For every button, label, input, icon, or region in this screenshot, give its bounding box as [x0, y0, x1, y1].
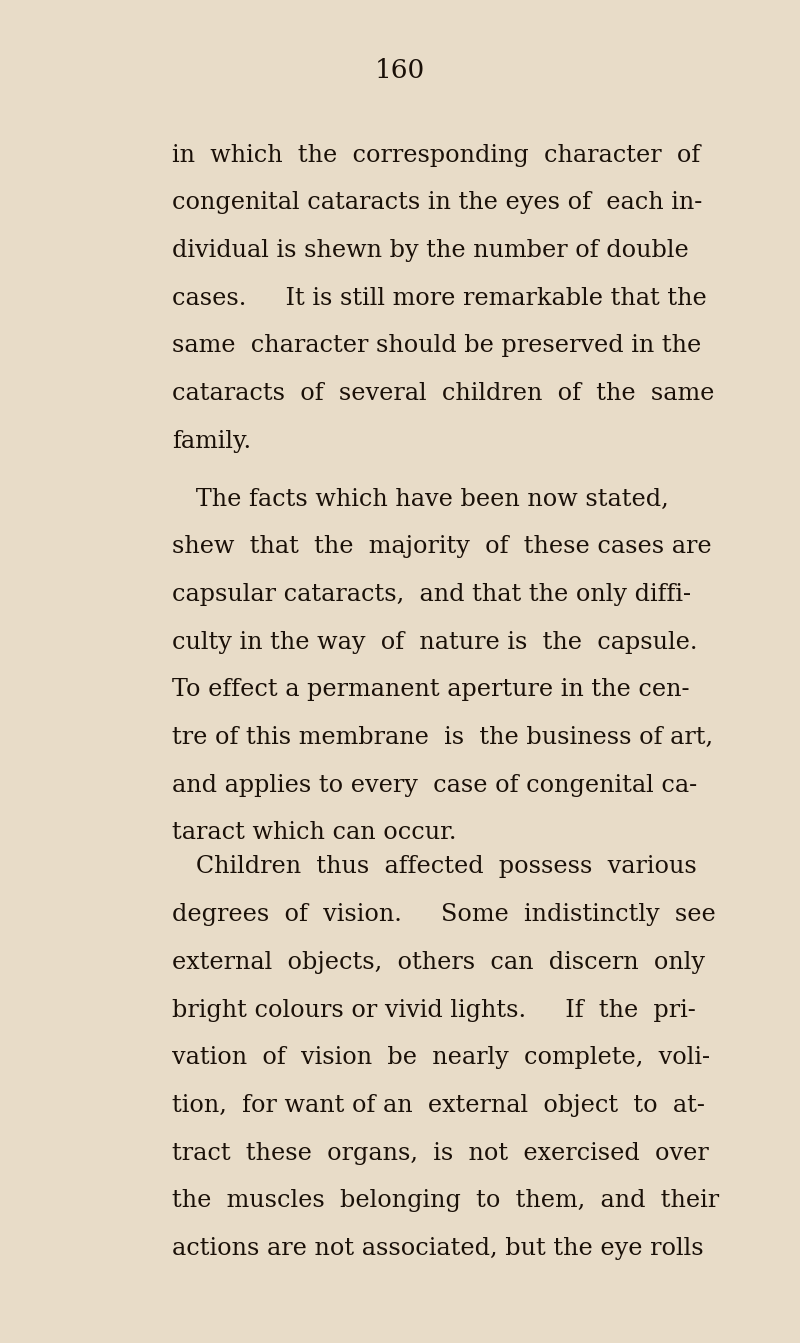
Text: vation  of  vision  be  nearly  complete,  voli-: vation of vision be nearly complete, vol… [172, 1046, 710, 1069]
Text: same  character should be preserved in the: same character should be preserved in th… [172, 334, 702, 357]
Text: tion,  for want of an  external  object  to  at-: tion, for want of an external object to … [172, 1093, 705, 1117]
Text: cases.   It is still more remarkable that the: cases. It is still more remarkable that … [172, 286, 706, 310]
Text: actions are not associated, but the eye rolls: actions are not associated, but the eye … [172, 1237, 704, 1260]
Text: the  muscles  belonging  to  them,  and  their: the muscles belonging to them, and their [172, 1190, 719, 1213]
Text: shew  that  the  majority  of  these cases are: shew that the majority of these cases ar… [172, 535, 712, 559]
Text: cataracts  of  several  children  of  the  same: cataracts of several children of the sam… [172, 381, 714, 406]
Text: dividual is shewn by the number of double: dividual is shewn by the number of doubl… [172, 239, 689, 262]
Text: 160: 160 [375, 58, 425, 83]
Text: Children  thus  affected  possess  various: Children thus affected possess various [172, 855, 697, 878]
Text: To effect a permanent aperture in the cen-: To effect a permanent aperture in the ce… [172, 678, 690, 701]
Text: family.: family. [172, 430, 251, 453]
Text: capsular cataracts,  and that the only diffi-: capsular cataracts, and that the only di… [172, 583, 691, 606]
Text: external  objects,  others  can  discern  only: external objects, others can discern onl… [172, 951, 705, 974]
Text: and applies to every  case of congenital ca-: and applies to every case of congenital … [172, 774, 697, 796]
Text: tract  these  organs,  is  not  exercised  over: tract these organs, is not exercised ove… [172, 1142, 709, 1164]
Text: tre of this membrane  is  the business of art,: tre of this membrane is the business of … [172, 725, 713, 749]
Text: culty in the way  of  nature is  the  capsule.: culty in the way of nature is the capsul… [172, 630, 698, 654]
Text: The facts which have been now stated,: The facts which have been now stated, [172, 488, 669, 510]
Text: degrees  of  vision.   Some  indistinctly  see: degrees of vision. Some indistinctly see [172, 902, 716, 927]
Text: bright colours or vivid lights.   If  the  pri-: bright colours or vivid lights. If the p… [172, 998, 696, 1022]
Text: in  which  the  corresponding  character  of: in which the corresponding character of [172, 144, 700, 167]
Text: taract which can occur.: taract which can occur. [172, 821, 457, 845]
Text: congenital cataracts in the eyes of  each in-: congenital cataracts in the eyes of each… [172, 192, 702, 215]
